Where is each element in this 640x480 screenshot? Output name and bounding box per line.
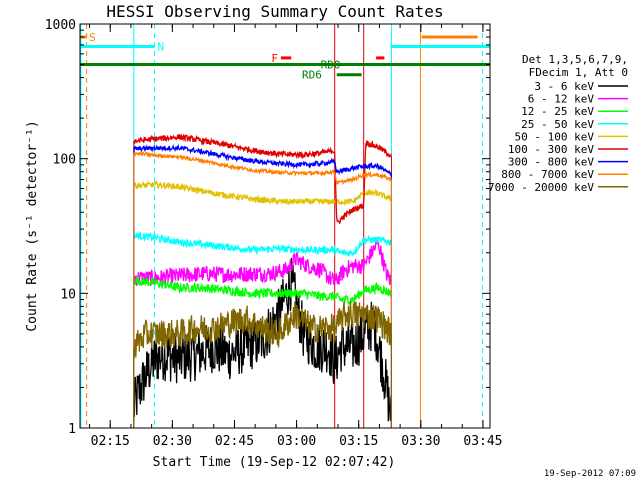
x-tick-label: 03:30 [401,434,440,449]
series-line [133,150,392,185]
y-tick-label: 10 [60,287,76,302]
x-axis-label: Start Time (19-Sep-12 02:07:42) [153,455,396,470]
plot-frame [79,23,491,429]
vertical-markers [80,24,484,428]
series-line [133,230,392,257]
legend-label: 800 - 7000 keV [501,168,594,181]
x-tick-label: 03:00 [277,434,316,449]
legend-label: 25 - 50 keV [521,118,594,131]
series-line [133,238,392,286]
x-tick-label: 02:30 [153,434,192,449]
x-tick-label: 03:15 [339,434,378,449]
y-tick-label: 1000 [45,18,76,33]
legend-label: 6 - 12 keV [528,93,595,106]
legend-label: 100 - 300 keV [508,143,594,156]
footer-timestamp: 19-Sep-2012 07:09 [544,469,636,479]
legend-label: 7000 - 20000 keV [488,181,594,194]
series-line [133,143,392,177]
series-layer [133,133,392,428]
x-tick-label: 03:45 [463,434,502,449]
flag-label-N: N [157,41,164,54]
flag-label-RD6: RD6 [302,69,322,82]
x-tick-label: 02:15 [91,434,130,449]
series-line [133,179,392,207]
legend: Det 1,3,5,6,7,9, FDecim 1, Att 0 3 - 6 k… [488,53,628,194]
flag-label-S: S [89,31,96,44]
series-line [133,133,392,225]
legend-header-line-2: FDecim 1, Att 0 [529,66,628,79]
x-tick-label: 02:45 [215,434,254,449]
axes-layer: 1 10 100 1000 02:15 02:30 02:45 03:00 03:15 03:30… [45,18,503,449]
legend-label: 50 - 100 keV [515,130,595,143]
y-tick-label: 100 [53,153,76,168]
legend-label: 3 - 6 keV [534,80,594,93]
flag-label-RD0: RD0 [321,59,341,72]
y-tick-label: 1 [68,422,76,437]
series-line [133,276,392,305]
y-axis-label: Count Rate (s⁻¹ detector⁻¹) [25,120,40,331]
series-7000-20000keV [133,301,392,428]
series-line [133,301,392,362]
chart-title: HESSI Observing Summary Count Rates [106,2,443,21]
legend-label: 300 - 800 keV [508,156,594,169]
flag-label-F: F [271,52,278,65]
legend-label: 12 - 25 keV [521,105,594,118]
legend-header-line-1: Det 1,3,5,6,7,9, [522,53,628,66]
